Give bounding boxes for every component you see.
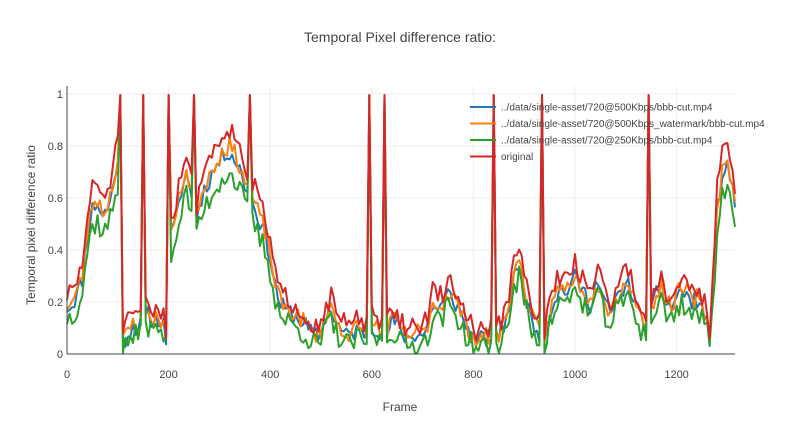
y-tick-label: 1	[57, 89, 63, 101]
series-line-4	[66, 94, 736, 342]
axes	[66, 86, 735, 355]
series-line-3	[66, 94, 736, 355]
y-tick-labels: 0 0.2 0.4 0.6 0.8 1	[48, 89, 63, 361]
y-axis-title: Temporal pixel difference ratio	[24, 145, 38, 305]
legend-label: ../data/single-asset/720@500Kbps_waterma…	[501, 119, 765, 130]
legend-item[interactable]: ../data/single-asset/720@500Kbps/bbb-cut…	[470, 103, 713, 114]
chart-title: Temporal Pixel difference ratio:	[304, 29, 496, 45]
legend-label: ../data/single-asset/720@250Kbps/bbb-cut…	[501, 136, 713, 147]
y-tick-label: 0.2	[48, 297, 63, 309]
x-tick-label: 1000	[563, 369, 587, 381]
x-tick-label: 800	[464, 369, 482, 381]
x-tick-label: 200	[159, 369, 177, 381]
legend-item[interactable]: ../data/single-asset/720@250Kbps/bbb-cut…	[470, 136, 713, 147]
y-tick-label: 0.8	[48, 141, 63, 153]
y-tick-label: 0	[57, 349, 63, 361]
x-axis-title: Frame	[383, 400, 418, 414]
legend-label: original	[501, 152, 533, 163]
y-tick-label: 0.6	[48, 193, 63, 205]
legend-item[interactable]: original	[470, 152, 533, 163]
legend-item[interactable]: ../data/single-asset/720@500Kbps_waterma…	[470, 119, 765, 130]
x-tick-labels: 0 200 400 600 800 1000 1200	[64, 369, 689, 381]
x-tick-label: 0	[64, 369, 70, 381]
legend-label: ../data/single-asset/720@500Kbps/bbb-cut…	[501, 103, 713, 114]
x-tick-label: 600	[363, 369, 381, 381]
y-tick-label: 0.4	[48, 245, 63, 257]
legend[interactable]: ../data/single-asset/720@500Kbps/bbb-cut…	[470, 103, 765, 164]
x-tick-label: 400	[261, 369, 279, 381]
series-line-2	[66, 94, 736, 347]
series-lines	[66, 94, 736, 355]
x-tick-label: 1200	[664, 369, 688, 381]
